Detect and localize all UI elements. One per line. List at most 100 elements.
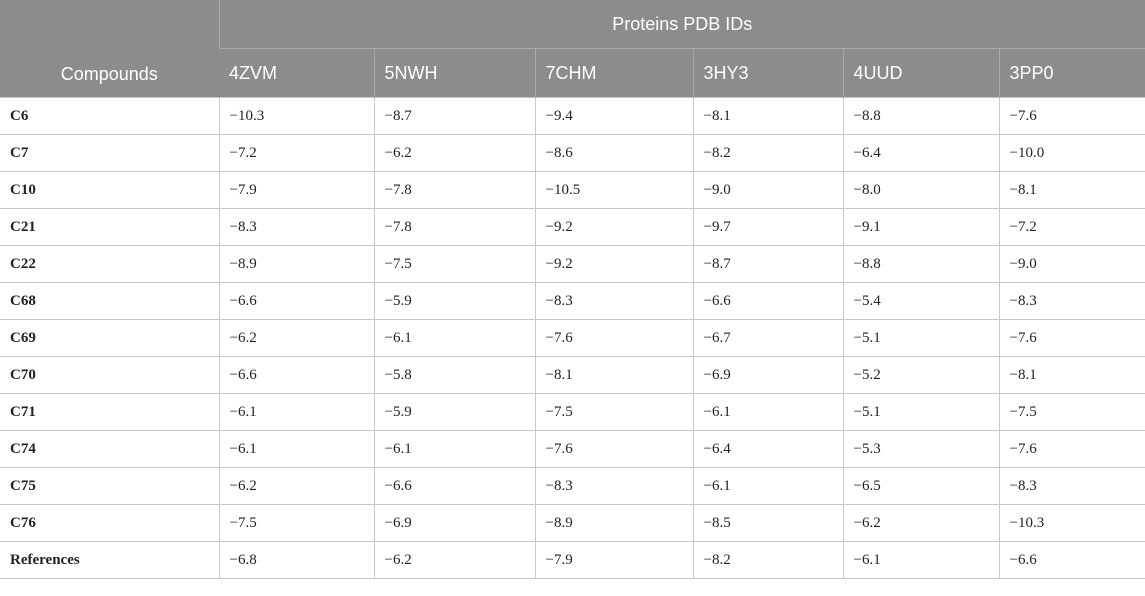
- score-cell: −8.7: [692, 245, 843, 283]
- score-cell: −5.2: [842, 356, 999, 394]
- proteins-group-header: Proteins PDB IDs: [218, 0, 1145, 49]
- score-cell: −6.2: [373, 134, 535, 172]
- compound-cell: C10: [0, 171, 219, 209]
- table-row: C69 −6.2 −6.1 −7.6 −6.7 −5.1 −7.6: [0, 319, 1145, 357]
- score-cell: −6.1: [218, 393, 374, 431]
- score-cell: −9.2: [534, 208, 693, 246]
- compound-cell: C69: [0, 319, 219, 357]
- docking-scores-table: Compounds Proteins PDB IDs 4ZVM 5NWH 7CHM 3…: [0, 0, 1145, 579]
- score-cell: −8.7: [373, 97, 535, 135]
- table-row: C75 −6.2 −6.6 −8.3 −6.1 −6.5 −8.3: [0, 467, 1145, 505]
- compound-cell: References: [0, 541, 219, 579]
- score-cell: −8.3: [534, 282, 693, 320]
- score-cell: −6.2: [842, 504, 999, 542]
- score-cell: −6.2: [373, 541, 535, 579]
- score-cell: −10.5: [534, 171, 693, 209]
- score-cell: −6.5: [842, 467, 999, 505]
- score-cell: −6.8: [218, 541, 374, 579]
- compounds-header: Compounds: [0, 0, 219, 98]
- score-cell: −5.4: [842, 282, 999, 320]
- score-cell: −7.9: [218, 171, 374, 209]
- score-cell: −6.1: [218, 430, 374, 468]
- score-cell: −8.1: [998, 356, 1145, 394]
- score-cell: −6.1: [373, 319, 535, 357]
- score-cell: −8.0: [842, 171, 999, 209]
- score-cell: −7.2: [218, 134, 374, 172]
- table-body: C6 −10.3 −8.7 −9.4 −8.1 −8.8 −7.6 C7 −7.2 −6.2 −8.…: [0, 97, 1145, 579]
- score-cell: −6.9: [373, 504, 535, 542]
- score-cell: −5.3: [842, 430, 999, 468]
- compound-cell: C6: [0, 97, 219, 135]
- score-cell: −10.0: [998, 134, 1145, 172]
- column-header-7chm: 7CHM: [534, 48, 693, 98]
- header-group-row: Compounds Proteins PDB IDs: [0, 0, 1145, 98]
- table-row: C10 −7.9 −7.8 −10.5 −9.0 −8.0 −8.1: [0, 171, 1145, 209]
- score-cell: −8.3: [998, 282, 1145, 320]
- compound-cell: C75: [0, 467, 219, 505]
- score-cell: −6.4: [692, 430, 843, 468]
- column-header-5nwh: 5NWH: [373, 48, 535, 98]
- score-cell: −9.2: [534, 245, 693, 283]
- score-cell: −9.0: [998, 245, 1145, 283]
- table-row: C7 −7.2 −6.2 −8.6 −8.2 −6.4 −10.0: [0, 134, 1145, 172]
- score-cell: −6.6: [218, 282, 374, 320]
- score-cell: −10.3: [218, 97, 374, 135]
- table-row: C74 −6.1 −6.1 −7.6 −6.4 −5.3 −7.6: [0, 430, 1145, 468]
- score-cell: −6.6: [998, 541, 1145, 579]
- table-row: References −6.8 −6.2 −7.9 −8.2 −6.1 −6.6: [0, 541, 1145, 579]
- score-cell: −7.8: [373, 171, 535, 209]
- score-cell: −8.2: [692, 134, 843, 172]
- score-cell: −6.1: [842, 541, 999, 579]
- score-cell: −7.6: [998, 319, 1145, 357]
- compound-cell: C74: [0, 430, 219, 468]
- score-cell: −9.7: [692, 208, 843, 246]
- table-row: C76 −7.5 −6.9 −8.9 −8.5 −6.2 −10.3: [0, 504, 1145, 542]
- score-cell: −7.6: [998, 97, 1145, 135]
- score-cell: −6.9: [692, 356, 843, 394]
- compound-cell: C68: [0, 282, 219, 320]
- table-row: C68 −6.6 −5.9 −8.3 −6.6 −5.4 −8.3: [0, 282, 1145, 320]
- score-cell: −7.6: [534, 319, 693, 357]
- score-cell: −7.5: [218, 504, 374, 542]
- score-cell: −9.4: [534, 97, 693, 135]
- score-cell: −6.1: [692, 467, 843, 505]
- score-cell: −6.6: [373, 467, 535, 505]
- score-cell: −8.1: [534, 356, 693, 394]
- score-cell: −8.2: [692, 541, 843, 579]
- score-cell: −5.8: [373, 356, 535, 394]
- score-cell: −6.1: [373, 430, 535, 468]
- score-cell: −8.6: [534, 134, 693, 172]
- score-cell: −6.2: [218, 319, 374, 357]
- score-cell: −9.0: [692, 171, 843, 209]
- table-header: Compounds Proteins PDB IDs 4ZVM 5NWH 7CHM 3…: [0, 0, 1145, 98]
- score-cell: −10.3: [998, 504, 1145, 542]
- compound-cell: C76: [0, 504, 219, 542]
- score-cell: −7.5: [534, 393, 693, 431]
- table-row: C6 −10.3 −8.7 −9.4 −8.1 −8.8 −7.6: [0, 97, 1145, 135]
- score-cell: −5.9: [373, 282, 535, 320]
- column-header-row: 4ZVM 5NWH 7CHM 3HY3 4UUD 3PP0: [0, 48, 1145, 98]
- score-cell: −8.3: [218, 208, 374, 246]
- score-cell: −6.4: [842, 134, 999, 172]
- column-header-4uud: 4UUD: [842, 48, 999, 98]
- compound-cell: C71: [0, 393, 219, 431]
- score-cell: −7.5: [998, 393, 1145, 431]
- column-header-4zvm: 4ZVM: [219, 48, 374, 98]
- score-cell: −7.8: [373, 208, 535, 246]
- score-cell: −6.7: [692, 319, 843, 357]
- score-cell: −8.1: [998, 171, 1145, 209]
- score-cell: −6.6: [218, 356, 374, 394]
- table-row: C22 −8.9 −7.5 −9.2 −8.7 −8.8 −9.0: [0, 245, 1145, 283]
- score-cell: −8.9: [534, 504, 693, 542]
- score-cell: −6.2: [218, 467, 374, 505]
- score-cell: −7.6: [534, 430, 693, 468]
- score-cell: −7.5: [373, 245, 535, 283]
- score-cell: −7.2: [998, 208, 1145, 246]
- table-row: C70 −6.6 −5.8 −8.1 −6.9 −5.2 −8.1: [0, 356, 1145, 394]
- compound-cell: C7: [0, 134, 219, 172]
- compound-cell: C21: [0, 208, 219, 246]
- score-cell: −5.1: [842, 319, 999, 357]
- score-cell: −8.9: [218, 245, 374, 283]
- score-cell: −8.8: [842, 245, 999, 283]
- column-header-3hy3: 3HY3: [692, 48, 843, 98]
